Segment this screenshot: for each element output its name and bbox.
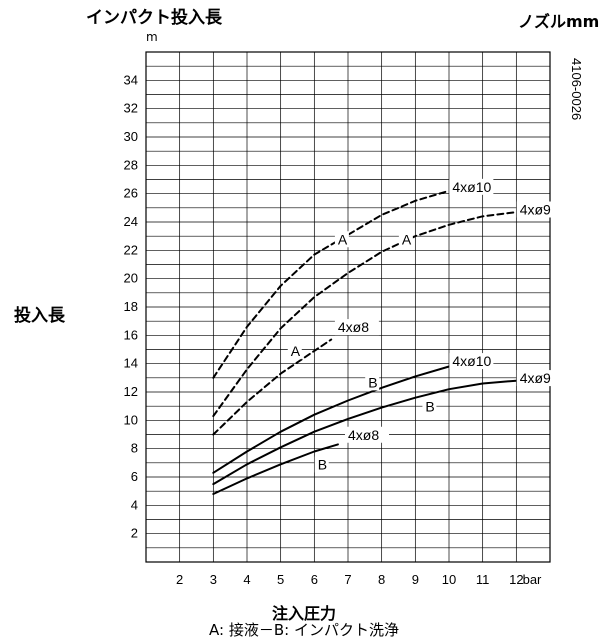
y-tick-label: 30 bbox=[124, 129, 138, 144]
group-marker: A bbox=[338, 231, 348, 247]
group-marker: A bbox=[402, 231, 412, 247]
series-label: 4xø9 bbox=[520, 370, 551, 386]
annotation-background bbox=[449, 178, 494, 195]
series-line bbox=[212, 379, 518, 486]
y-tick-label: 20 bbox=[124, 271, 138, 286]
x-tick-label: 4 bbox=[243, 572, 250, 587]
y-tick-label: 2 bbox=[131, 526, 138, 541]
x-tick-label: 9 bbox=[412, 572, 419, 587]
y-tick-label: 12 bbox=[124, 384, 138, 399]
y-tick-label: 28 bbox=[124, 157, 138, 172]
y-tick-label: 18 bbox=[124, 299, 138, 314]
group-marker: B bbox=[425, 398, 434, 414]
series-line bbox=[212, 189, 450, 379]
chart-title: インパクト投入長 bbox=[86, 8, 222, 28]
figure-code: 4106-0026 bbox=[569, 58, 584, 120]
group-marker: A bbox=[291, 343, 301, 359]
series-line bbox=[212, 211, 518, 418]
group-marker: B bbox=[318, 457, 327, 473]
y-tick-label: 14 bbox=[124, 356, 138, 371]
y-tick-label: 8 bbox=[131, 441, 138, 456]
annotation-background bbox=[516, 370, 561, 387]
x-tick-label: 11 bbox=[476, 572, 490, 587]
series-line bbox=[212, 365, 450, 474]
y-tick-label: 10 bbox=[124, 412, 138, 427]
annotation-background bbox=[334, 319, 379, 336]
annotation-background bbox=[398, 231, 413, 248]
series-label: 4xø8 bbox=[338, 319, 369, 335]
y-tick-label: 26 bbox=[124, 186, 138, 201]
series-label: 4xø9 bbox=[520, 202, 551, 218]
x-tick-label: 3 bbox=[210, 572, 217, 587]
x-tick-label: 10 bbox=[442, 572, 456, 587]
series-label: 4xø10 bbox=[452, 179, 491, 195]
nozzle-label: ノズルmm bbox=[518, 12, 600, 31]
chart-caption: A: 接液－B: インパクト洗浄 bbox=[209, 621, 399, 639]
y-tick-label: 16 bbox=[124, 327, 138, 342]
annotation-background bbox=[334, 231, 349, 248]
x-tick-label: 12 bbox=[509, 572, 523, 587]
y-tick-label: 22 bbox=[124, 242, 138, 257]
annotation-background bbox=[314, 456, 329, 473]
x-tick-label: 7 bbox=[344, 572, 351, 587]
series-label: 4xø10 bbox=[452, 353, 491, 369]
chart-grid bbox=[145, 51, 551, 563]
series-label: 4xø8 bbox=[348, 427, 379, 443]
annotation-background bbox=[345, 426, 389, 443]
y-tick-label: 34 bbox=[124, 72, 138, 87]
y-axis-label: 投入長 bbox=[14, 306, 65, 326]
annotation-background bbox=[449, 353, 494, 370]
y-axis-unit: m bbox=[146, 30, 158, 44]
y-tick-label: 24 bbox=[124, 214, 138, 229]
annotation-background bbox=[516, 201, 561, 218]
x-axis-label: 注入圧力 bbox=[271, 604, 336, 623]
x-tick-label: 5 bbox=[277, 572, 284, 587]
chart-series bbox=[212, 189, 518, 495]
chart-annotations: 4xø10 4xø9 4xø8 4xø10 4xø9 4xø8 A A A B B B bbox=[287, 178, 561, 473]
group-marker: B bbox=[368, 374, 377, 390]
annotation-background bbox=[365, 374, 380, 391]
x-tick-label: 2 bbox=[176, 572, 183, 587]
y-tick-label: 32 bbox=[124, 101, 138, 116]
x-axis-unit: bar bbox=[523, 572, 542, 587]
x-tick-label: 6 bbox=[311, 572, 318, 587]
y-tick-label: 4 bbox=[131, 497, 138, 512]
x-tick-label: 8 bbox=[378, 572, 385, 587]
y-tick-label: 6 bbox=[131, 469, 138, 484]
series-line bbox=[212, 338, 333, 436]
annotation-background bbox=[422, 398, 437, 415]
annotation-background bbox=[287, 343, 302, 360]
series-line bbox=[212, 443, 339, 495]
